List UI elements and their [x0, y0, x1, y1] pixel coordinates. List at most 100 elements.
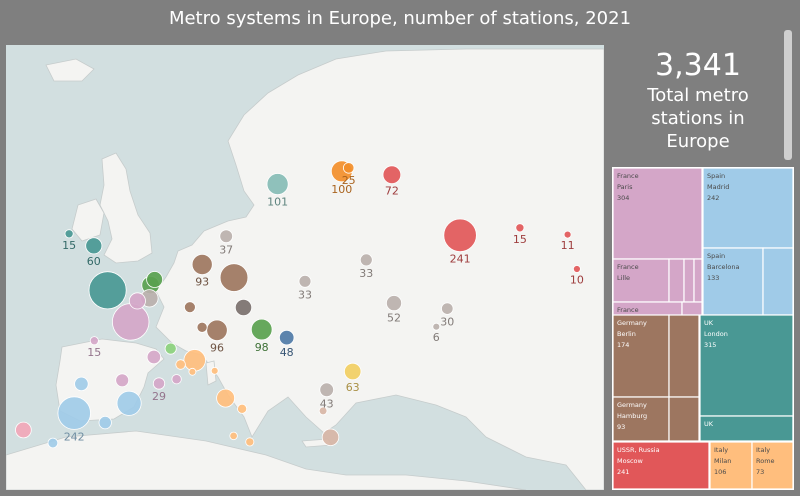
bubble-romania[interactable] [344, 362, 362, 381]
treemap-tile-italy[interactable] [709, 441, 753, 490]
treemap-tile-label: Spain [707, 172, 725, 180]
bubble-russia[interactable] [382, 165, 402, 184]
bubble-hungary[interactable] [279, 329, 295, 346]
bubble-label: 6 [433, 331, 440, 344]
bubble-uk[interactable] [85, 237, 103, 255]
bubble-poland[interactable] [298, 274, 312, 288]
bubble-finland[interactable] [343, 162, 355, 174]
bubble-layer [15, 160, 581, 449]
bubble-france[interactable] [111, 303, 150, 341]
bubble-italy[interactable] [237, 403, 248, 414]
kpi-value: 3,341 [655, 48, 741, 83]
treemap-tile-label: Hamburg [617, 412, 647, 420]
bubble-uk[interactable] [64, 229, 74, 239]
treemap-tile-uk[interactable] [699, 415, 794, 442]
bubble-germany[interactable] [219, 263, 249, 292]
treemap-tile-france[interactable] [612, 258, 670, 303]
bubble-label: 60 [87, 255, 101, 268]
treemap-tile-germany[interactable] [668, 396, 700, 442]
bubble-ukraine[interactable] [432, 322, 441, 331]
bubble-spain[interactable] [47, 437, 59, 449]
bubble-netherlands[interactable] [146, 271, 164, 288]
bubble-italy[interactable] [245, 437, 255, 447]
bubble-italy[interactable] [188, 367, 197, 376]
bubble-bulgaria[interactable] [319, 382, 335, 398]
treemap-tile-russia[interactable] [612, 441, 710, 490]
bubble-czechia[interactable] [234, 298, 253, 317]
treemap-tile-label: 106 [714, 468, 726, 476]
kpi-card: 3,341 Total metro stations in Europe [612, 48, 784, 166]
bubble-spain[interactable] [74, 376, 89, 392]
bubble-france[interactable] [128, 292, 146, 310]
bubble-sweden[interactable] [266, 173, 289, 196]
europe-map[interactable]: 242 241 101 100 98 96 93 72 63 60 52 48 43 37 33 33 30 29… [6, 45, 604, 490]
bubble-portugal[interactable] [15, 421, 32, 439]
treemap-tile-france[interactable] [612, 167, 703, 260]
treemap-tile-spain[interactable] [702, 167, 794, 249]
treemap-tile-label: 304 [617, 194, 629, 202]
bubble-denmark[interactable] [219, 229, 234, 244]
bubble-italy[interactable] [183, 349, 206, 372]
treemap-tile-france[interactable] [668, 258, 685, 303]
bubble-label: 25 [342, 174, 356, 187]
treemap-tile-label: 242 [707, 194, 719, 202]
treemap-tile-uk[interactable] [792, 415, 794, 442]
treemap-tile-germany[interactable] [668, 314, 700, 398]
bubble-italy[interactable] [216, 388, 236, 408]
bubble-germany[interactable] [191, 253, 213, 275]
treemap-tile-italy[interactable] [751, 441, 794, 490]
bubble-label: 48 [280, 346, 294, 359]
bubble-germany[interactable] [196, 321, 208, 333]
bubble-russia[interactable] [443, 218, 477, 252]
treemap-tile-germany[interactable] [612, 314, 670, 398]
bubble-label: 96 [210, 342, 224, 355]
bubble-russia[interactable] [573, 265, 581, 273]
treemap-tile-label: Madrid [707, 183, 729, 191]
kpi-label: Total metro stations in Europe [647, 85, 749, 152]
bubble-france[interactable] [146, 349, 162, 365]
bubble-greece[interactable] [321, 428, 340, 447]
scrollbar[interactable] [784, 30, 792, 160]
bubble-france[interactable] [89, 336, 99, 346]
land-ireland [71, 198, 105, 242]
bubble-belarus[interactable] [359, 253, 373, 267]
bubble-label: 29 [152, 390, 166, 403]
treemap-tile-uk[interactable] [699, 314, 794, 417]
bubble-uk[interactable] [88, 271, 127, 310]
bubble-germany[interactable] [183, 301, 196, 314]
treemap-tile-label: UK [704, 420, 714, 428]
bubble-france[interactable] [171, 374, 182, 385]
bubble-switzerland[interactable] [164, 342, 177, 355]
map-canvas: 242 241 101 100 98 96 93 72 63 60 52 48 43 37 33 33 30 29… [6, 45, 604, 490]
bubble-spain[interactable] [116, 390, 142, 416]
bubble-italy[interactable] [210, 366, 219, 375]
treemap-tile-france[interactable] [683, 258, 695, 303]
bubble-germany[interactable] [206, 319, 228, 342]
bubble-france[interactable] [152, 377, 166, 390]
bubble-france[interactable] [115, 373, 130, 388]
treemap-tile-spain[interactable] [702, 247, 764, 316]
treemap-tile-germany[interactable] [612, 396, 670, 442]
bubble-spain[interactable] [98, 415, 112, 430]
bubble-russia[interactable] [563, 230, 572, 239]
treemap-tile-label: 241 [617, 468, 629, 476]
treemap[interactable]: France Paris 304 France Lille France Spain Madr… [612, 167, 794, 490]
bubble-spain[interactable] [57, 396, 91, 430]
bubble-label: 43 [320, 398, 334, 411]
treemap-tile-label: Germany [617, 401, 647, 409]
bubble-label: 52 [387, 312, 401, 325]
treemap-tile-label: London [704, 330, 728, 338]
bubble-greece[interactable] [318, 406, 328, 416]
bubble-italy[interactable] [229, 431, 238, 441]
bubble-russia[interactable] [515, 223, 525, 233]
bubble-italy[interactable] [175, 359, 186, 370]
bubble-label: 93 [195, 276, 209, 289]
treemap-tile-label: USSR, Russia [617, 446, 660, 454]
bubble-label: 15 [513, 233, 527, 246]
bubble-austria[interactable] [250, 318, 273, 341]
treemap-tile-spain[interactable] [762, 247, 794, 316]
bubble-label: 37 [219, 244, 233, 257]
bubble-ukraine[interactable] [385, 295, 402, 312]
bubble-ukraine[interactable] [441, 302, 454, 315]
treemap-tile-france[interactable] [693, 258, 703, 303]
